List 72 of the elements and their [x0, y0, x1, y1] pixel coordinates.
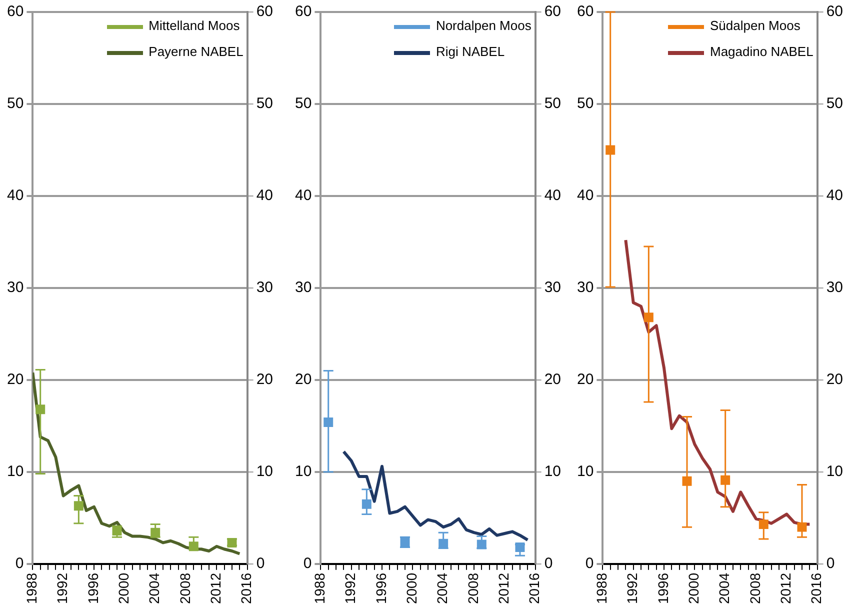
y2-tick-label: 10: [294, 463, 312, 480]
y2-tick-label: 30: [826, 279, 844, 296]
y-tick-label: 0: [15, 554, 24, 572]
y2-tick-label: 0: [826, 554, 835, 572]
y-tick-label: 60: [576, 3, 594, 20]
y2-tick-label: 50: [256, 95, 274, 112]
x-tick-label: 2012: [778, 572, 794, 604]
y-tick-label: 40: [544, 187, 562, 204]
y2-tick-label: 50: [294, 95, 312, 112]
y2-tick-label: 50: [826, 95, 844, 112]
x-tick-label: 1996: [372, 572, 389, 604]
legend-label: Magadino NABEL: [710, 44, 814, 60]
x-tick-label: 1988: [24, 572, 40, 604]
x-tick-label: 1988: [312, 572, 328, 604]
x-tick-label: 1992: [54, 572, 70, 604]
y-tick-label: 50: [576, 95, 594, 112]
y-tick-label: 20: [544, 371, 562, 388]
y-tick-label: 30: [544, 279, 562, 296]
y2-tick-label: 60: [826, 3, 844, 20]
y-tick-label: 10: [6, 463, 24, 480]
y-tick-label: 50: [6, 95, 24, 112]
y-tick-label: 20: [576, 371, 594, 388]
y2-tick-label: 40: [256, 187, 274, 204]
y2-tick-label: 60: [294, 3, 312, 20]
x-tick-label: 2008: [464, 572, 481, 604]
y-tick-label: 60: [544, 3, 562, 20]
y2-tick-label: 0: [303, 554, 312, 572]
y2-tick-label: 10: [826, 463, 844, 480]
x-tick-label: 2016: [526, 572, 542, 604]
x-tick-label: 2004: [716, 572, 732, 604]
legend-label: Südalpen Moos: [710, 18, 800, 34]
x-tick-label: 2012: [208, 572, 224, 604]
y-tick-label: 10: [544, 463, 562, 480]
y2-tick-label: 20: [294, 371, 312, 388]
x-tick-label: 2004: [434, 572, 450, 604]
x-tick-label: 1992: [624, 572, 640, 604]
x-tick-label: 2000: [404, 572, 420, 604]
legend-label: Rigi NABEL: [436, 44, 505, 60]
x-tick-label: 2016: [238, 572, 254, 604]
y-tick-label: 20: [6, 371, 24, 388]
legend-label: Payerne NABEL: [148, 44, 244, 60]
y2-tick-label: 40: [826, 187, 844, 204]
y-tick-label: 30: [576, 279, 594, 296]
y2-tick-label: 20: [826, 371, 844, 388]
y2-tick-label: 30: [294, 279, 312, 296]
y2-tick-label: 30: [256, 279, 274, 296]
x-tick-label: 2008: [176, 572, 193, 604]
x-tick-label: 2016: [808, 572, 824, 604]
x-tick-label: 1996: [654, 572, 671, 604]
x-tick-label: 1996: [84, 572, 101, 604]
x-tick-label: 2004: [146, 572, 162, 604]
x-tick-label: 2000: [116, 572, 132, 604]
x-tick-label: 2008: [746, 572, 763, 604]
y-tick-label: 60: [6, 3, 24, 20]
y2-tick-label: 0: [256, 554, 265, 572]
legend-label: Mittelland Moos: [148, 18, 240, 34]
y-tick-label: 10: [576, 463, 594, 480]
legend-label: Nordalpen Moos: [436, 18, 532, 34]
y-tick-label: 50: [544, 95, 562, 112]
x-tick-label: 1992: [342, 572, 358, 604]
y-tick-label: 40: [6, 187, 24, 204]
y2-tick-label: 40: [294, 187, 312, 204]
x-tick-label: 1988: [594, 572, 610, 604]
x-tick-label: 2012: [496, 572, 512, 604]
y2-tick-label: 20: [256, 371, 274, 388]
y2-tick-label: 10: [256, 463, 274, 480]
y-tick-label: 30: [6, 279, 24, 296]
y-tick-label: 0: [544, 554, 553, 572]
y-tick-label: 0: [585, 554, 594, 572]
y2-tick-label: 60: [256, 3, 274, 20]
y-tick-label: 40: [576, 187, 594, 204]
x-tick-label: 2000: [686, 572, 702, 604]
